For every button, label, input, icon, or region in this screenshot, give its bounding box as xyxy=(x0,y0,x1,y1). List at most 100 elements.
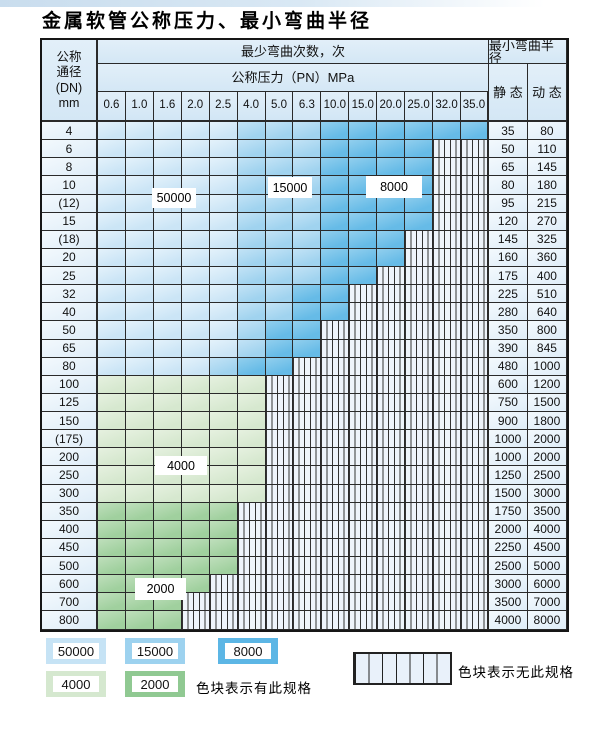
no-spec-cell xyxy=(377,430,406,449)
spec-cell xyxy=(98,575,126,594)
bend-count-label-50000: 50000 xyxy=(152,188,196,208)
no-spec-cell xyxy=(433,393,461,412)
no-spec-cell xyxy=(265,448,294,467)
spec-cell xyxy=(98,593,126,612)
no-spec-cell xyxy=(237,538,266,557)
no-spec-cell xyxy=(433,158,461,177)
legend-no-spec-note: 色块表示无此规格 xyxy=(458,665,574,680)
spec-cell xyxy=(209,230,238,249)
dynamic-radius-value: 4000 xyxy=(527,520,567,539)
no-spec-cell xyxy=(265,575,294,594)
pressure-col-label: 1.0 xyxy=(125,92,154,122)
no-spec-cell xyxy=(433,321,461,340)
no-spec-cell xyxy=(349,575,378,594)
spec-cell xyxy=(98,267,126,286)
dynamic-radius-value: 1500 xyxy=(527,393,567,412)
spec-cell xyxy=(209,412,238,431)
pressure-col-label: 10.0 xyxy=(321,92,350,122)
static-radius-value: 350 xyxy=(488,321,528,340)
dynamic-radius-value: 2000 xyxy=(527,448,567,467)
no-spec-cell xyxy=(433,412,461,431)
no-spec-cell xyxy=(460,520,489,539)
spec-cell xyxy=(153,303,182,322)
dn-cell: 100 xyxy=(42,375,98,394)
no-spec-cell xyxy=(349,321,378,340)
spec-cell xyxy=(209,285,238,304)
no-spec-cell xyxy=(460,267,489,286)
spec-cell xyxy=(125,393,154,412)
spec-cell xyxy=(98,611,126,630)
no-spec-cell xyxy=(265,538,294,557)
static-radius-value: 80 xyxy=(488,176,528,195)
spec-cell xyxy=(237,321,266,340)
spec-cell xyxy=(265,158,294,177)
spec-cell xyxy=(209,466,238,485)
no-spec-cell xyxy=(433,466,461,485)
no-spec-cell xyxy=(349,285,378,304)
dynamic-radius-value: 6000 xyxy=(527,575,567,594)
static-radius-value: 480 xyxy=(488,357,528,376)
no-spec-cell xyxy=(460,412,489,431)
dynamic-radius-value: 5000 xyxy=(527,557,567,576)
spec-cell xyxy=(125,412,154,431)
spec-cell xyxy=(181,122,210,141)
no-spec-cell xyxy=(433,557,461,576)
no-spec-cell xyxy=(405,321,434,340)
legend-chip-value: 50000 xyxy=(53,643,99,659)
spec-cell xyxy=(153,538,182,557)
spec-cell xyxy=(293,339,322,358)
no-spec-cell xyxy=(433,267,461,286)
pressure-col-label: 4.0 xyxy=(237,92,266,122)
spec-cell xyxy=(125,248,154,267)
no-spec-cell xyxy=(460,194,489,213)
no-spec-cell xyxy=(433,212,461,231)
legend-chip-value: 4000 xyxy=(53,676,99,692)
no-spec-cell xyxy=(349,357,378,376)
no-spec-cell xyxy=(405,230,434,249)
spec-cell xyxy=(153,339,182,358)
dynamic-radius-value: 3000 xyxy=(527,484,567,503)
static-radius-value: 95 xyxy=(488,194,528,213)
no-spec-cell xyxy=(349,593,378,612)
no-spec-cell xyxy=(377,611,406,630)
dn-cell: 80 xyxy=(42,357,98,376)
dynamic-radius-value: 80 xyxy=(527,122,567,141)
spec-cell xyxy=(181,267,210,286)
spec-cell xyxy=(181,502,210,521)
no-spec-cell xyxy=(349,538,378,557)
spec-cell xyxy=(98,230,126,249)
spec-cell xyxy=(237,267,266,286)
dynamic-column-header: 动 态 xyxy=(527,64,567,122)
static-radius-value: 120 xyxy=(488,212,528,231)
dynamic-radius-value: 8000 xyxy=(527,611,567,630)
spec-cell xyxy=(209,448,238,467)
spec-cell xyxy=(98,339,126,358)
no-spec-cell xyxy=(265,466,294,485)
pressure-col-label: 15.0 xyxy=(349,92,378,122)
spec-cell xyxy=(125,557,154,576)
dn-cell: 6 xyxy=(42,140,98,159)
spec-cell xyxy=(181,248,210,267)
spec-cell xyxy=(293,194,322,213)
spec-cell xyxy=(125,176,154,195)
no-spec-cell xyxy=(293,412,322,431)
spec-cell xyxy=(377,140,406,159)
no-spec-cell xyxy=(377,575,406,594)
no-spec-cell xyxy=(377,339,406,358)
spec-cell xyxy=(321,212,350,231)
spec-cell xyxy=(349,194,378,213)
spec-cell xyxy=(237,484,266,503)
no-spec-cell xyxy=(349,430,378,449)
no-spec-cell xyxy=(405,285,434,304)
no-spec-cell xyxy=(377,484,406,503)
spec-cell xyxy=(321,303,350,322)
no-spec-cell xyxy=(433,140,461,159)
dynamic-radius-value: 400 xyxy=(527,267,567,286)
spec-cell xyxy=(460,122,489,141)
spec-cell xyxy=(125,611,154,630)
dn-cell: 600 xyxy=(42,575,98,594)
dn-cell: 4 xyxy=(42,122,98,141)
dn-cell: 50 xyxy=(42,321,98,340)
no-spec-cell xyxy=(293,484,322,503)
dn-cell: 700 xyxy=(42,593,98,612)
